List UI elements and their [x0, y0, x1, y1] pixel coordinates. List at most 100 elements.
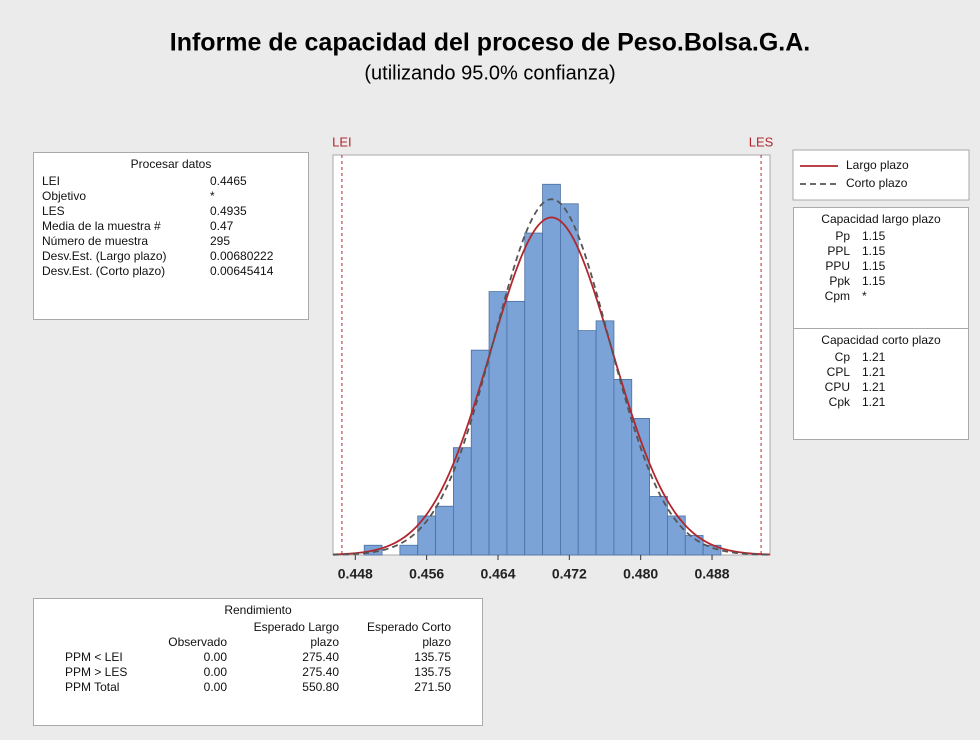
capability-value: 1.21 — [862, 365, 886, 379]
yield-cell: 135.75 — [414, 650, 451, 664]
subtitle: (utilizando 95.0% confianza) — [364, 62, 615, 84]
yield-cell: 550.80 — [302, 680, 339, 694]
yield-cell: 0.00 — [203, 680, 227, 694]
bar — [542, 183, 561, 556]
capability-value: 1.21 — [862, 395, 886, 409]
yield-row: PPM Total 0.00 550.80 271.50 — [59, 680, 457, 695]
yield-cell: 0.00 — [203, 650, 227, 664]
process-label: Media de la muestra # — [42, 219, 161, 233]
bar — [470, 349, 490, 556]
bar — [595, 320, 615, 556]
process-value: 0.4935 — [210, 204, 247, 218]
capability-value: 1.15 — [862, 229, 886, 243]
process-value: * — [210, 189, 215, 203]
bar — [488, 291, 508, 556]
bar — [435, 505, 454, 556]
process-value: 0.00645414 — [210, 264, 274, 278]
process-data-title: Procesar datos — [130, 157, 212, 171]
yield-header-cell: Observado — [168, 635, 227, 649]
process-value: 0.4465 — [210, 174, 247, 188]
process-row: Desv.Est. (Corto plazo) 0.00645414 — [42, 264, 300, 279]
yield-cell: PPM < LEI — [65, 650, 123, 664]
yield-cell: PPM > LES — [65, 665, 128, 679]
capability-value: 1.21 — [862, 350, 886, 364]
capability-label: PPL — [827, 244, 850, 258]
x-tick-label: 0.480 — [623, 566, 658, 582]
bar — [452, 447, 472, 556]
capability-label: Cpm — [824, 289, 850, 303]
capability-section: Capacidad corto plazo Cp 1.21 CPL 1.21 CPU 1.2… — [794, 328, 968, 410]
yield-cell: 275.40 — [302, 650, 339, 664]
capability-row: Cpm * — [794, 289, 968, 304]
x-tick-label: 0.448 — [338, 566, 373, 582]
fit-curve — [332, 216, 771, 556]
capability-label: Cpk — [828, 395, 850, 409]
capability-value: 1.21 — [862, 380, 886, 394]
process-data: Procesar datos LEI 0.4465 Objetivo * LES 0.49… — [33, 152, 309, 320]
process-label: Desv.Est. (Corto plazo) — [42, 264, 166, 278]
capability: Capacidad largo plazo Pp 1.15 PPL 1.15 PPU 1.1… — [793, 207, 969, 440]
yield: Rendimiento Observado Esperado Largo plaz… — [33, 598, 483, 726]
capability-row: Ppk 1.15 — [794, 274, 968, 289]
capability-value: 1.15 — [862, 274, 886, 288]
capability-row: Pp 1.15 — [794, 229, 968, 244]
yield-row: PPM < LEI 0.00 275.40 135.75 — [59, 650, 457, 665]
yield-cell: 0.00 — [203, 665, 227, 679]
capability-row: PPU 1.15 — [794, 259, 968, 274]
bar — [560, 203, 579, 556]
capability-value: 1.15 — [862, 244, 886, 258]
process-label: Desv.Est. (Largo plazo) — [42, 249, 167, 263]
yield-header-cell: Esperado Corto plazo — [366, 620, 451, 649]
yield-table: Observado Esperado Largo plazo Esperado Co… — [59, 620, 457, 695]
x-tick-label: 0.456 — [409, 566, 444, 582]
yield-header-cell: Esperado Largo plazo — [253, 620, 339, 649]
capability-label: PPU — [825, 259, 850, 273]
process-row: LES 0.4935 — [42, 204, 300, 219]
capability-value: 1.15 — [862, 259, 886, 273]
x-tick-label: 0.488 — [695, 566, 730, 582]
legend-box — [792, 149, 970, 201]
process-value: 0.47 — [210, 219, 234, 233]
spec-limit-label: LES — [749, 134, 774, 149]
yield-corner — [59, 620, 151, 650]
process-label: LES — [42, 204, 65, 218]
capability-section: Capacidad largo plazo Pp 1.15 PPL 1.15 PPU 1.1… — [794, 208, 968, 328]
bar — [506, 300, 526, 556]
capability-row: PPL 1.15 — [794, 244, 968, 259]
process-row: Desv.Est. (Largo plazo) 0.00680222 — [42, 249, 300, 264]
title: Informe de capacidad del proceso de Peso… — [170, 29, 810, 57]
capability-label: CPL — [826, 365, 850, 379]
fit-curve — [332, 198, 771, 556]
capability-title: Capacidad largo plazo — [821, 212, 941, 226]
process-row: Media de la muestra # 0.47 — [42, 219, 300, 234]
yield-cell: 271.50 — [414, 680, 451, 694]
bar — [399, 544, 419, 556]
spec-limit-label: LEI — [332, 134, 352, 149]
yield-cell: 275.40 — [302, 665, 339, 679]
x-tick-label: 0.464 — [480, 566, 515, 582]
process-label: LEI — [42, 174, 61, 188]
yield-header: Observado Esperado Largo plazo Esperado Co… — [59, 620, 457, 650]
yield-title: Rendimiento — [224, 603, 292, 617]
process-row: Número de muestra 295 — [42, 234, 300, 249]
capability-row: CPL 1.21 — [794, 365, 968, 380]
capability-label: Cp — [834, 350, 850, 364]
yield-cell: 135.75 — [414, 665, 451, 679]
capability-label: Pp — [835, 229, 850, 243]
process-label: Objetivo — [42, 189, 87, 203]
process-label: Número de muestra — [42, 234, 149, 248]
capability-value: * — [862, 289, 867, 303]
bar — [577, 330, 597, 556]
process-row: Objetivo * — [42, 189, 300, 204]
capability-label: CPU — [824, 380, 850, 394]
process-row: LEI 0.4465 — [42, 174, 300, 189]
legend-label: Largo plazo — [846, 158, 909, 172]
yield-cell: PPM Total — [65, 680, 120, 694]
capability-row: Cpk 1.21 — [794, 395, 968, 410]
x-tick-label: 0.472 — [552, 566, 587, 582]
process-value: 295 — [210, 234, 231, 248]
capability-title: Capacidad corto plazo — [821, 333, 941, 347]
capability-label: Ppk — [829, 274, 850, 288]
